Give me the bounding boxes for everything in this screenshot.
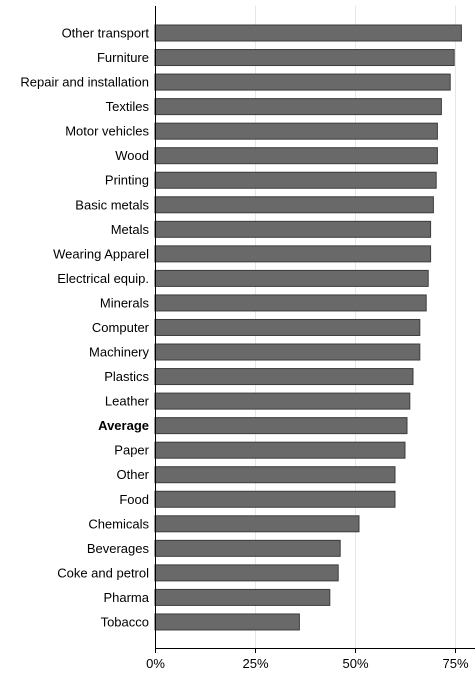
bar-printing <box>154 171 437 189</box>
category-label-basic-metals: Basic metals <box>75 197 149 212</box>
category-label-other: Other <box>116 467 149 482</box>
category-label-leather: Leather <box>105 394 150 409</box>
category-label-chemicals: Chemicals <box>88 516 149 531</box>
category-label-motor-vehicles: Motor vehicles <box>65 124 149 139</box>
category-label-plastics: Plastics <box>104 369 149 384</box>
category-label-computer: Computer <box>92 320 150 335</box>
bar-furniture <box>154 49 455 67</box>
bar-paper <box>154 441 406 459</box>
bar-motor-vehicles <box>154 122 438 140</box>
bars <box>154 24 462 631</box>
bar-minerals <box>154 294 427 312</box>
category-label-other-transport: Other transport <box>62 26 150 41</box>
bar-tobacco <box>154 613 300 631</box>
category-label-wearing-apparel: Wearing Apparel <box>53 246 149 261</box>
category-label-minerals: Minerals <box>100 295 150 310</box>
category-label-coke-and-petrol: Coke and petrol <box>57 565 149 580</box>
bar-electrical-equip <box>154 269 429 287</box>
bar-beverages <box>154 539 341 557</box>
category-label-printing: Printing <box>105 173 149 188</box>
category-label-electrical-equip: Electrical equip. <box>57 271 149 286</box>
category-label-furniture: Furniture <box>97 50 149 65</box>
bar-pharma <box>154 588 331 606</box>
category-label-textiles: Textiles <box>106 99 150 114</box>
bar-computer <box>154 318 421 336</box>
bar-basic-metals <box>154 196 434 214</box>
category-label-wood: Wood <box>115 148 149 163</box>
bar-average <box>154 417 408 435</box>
bar-coke-and-petrol <box>154 564 339 582</box>
category-label-machinery: Machinery <box>89 345 149 360</box>
bar-textiles <box>154 98 442 116</box>
x-tick-label-2: 50% <box>342 656 368 671</box>
category-label-tobacco: Tobacco <box>101 614 149 629</box>
bar-repair-and-installation <box>154 73 451 91</box>
bar-wearing-apparel <box>154 245 432 263</box>
bar-wood <box>154 147 438 165</box>
category-label-average: Average <box>98 418 149 433</box>
bar-other <box>154 466 396 484</box>
x-tick-label-3: 75% <box>442 656 468 671</box>
category-label-beverages: Beverages <box>87 541 150 556</box>
category-label-pharma: Pharma <box>103 590 149 605</box>
bar-metals <box>154 220 432 238</box>
category-labels: Other transport Furniture Repair and insta… <box>20 26 149 630</box>
x-axis: 0% 25% 50% 75% <box>146 6 475 671</box>
bar-plastics <box>154 368 414 386</box>
bar-other-transport <box>154 24 462 42</box>
x-tick-label-1: 25% <box>242 656 268 671</box>
category-label-repair-and-installation: Repair and installation <box>20 75 149 90</box>
bar-food <box>154 490 396 508</box>
category-label-food: Food <box>119 492 149 507</box>
bar-machinery <box>154 343 421 361</box>
bar-chemicals <box>154 515 360 533</box>
category-label-metals: Metals <box>111 222 150 237</box>
x-tick-label-0: 0% <box>146 656 165 671</box>
bar-leather <box>154 392 411 410</box>
category-label-paper: Paper <box>114 443 149 458</box>
